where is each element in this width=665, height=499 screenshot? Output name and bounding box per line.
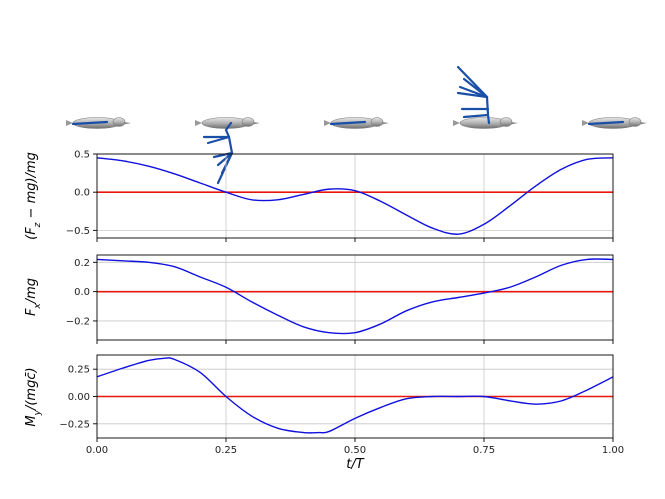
- bird-head: [241, 117, 255, 127]
- y-tick-label: 0.5: [74, 150, 90, 161]
- bird-beak: [511, 122, 518, 125]
- y-tick-label: 0.00: [68, 392, 90, 403]
- bird-beak: [253, 122, 260, 125]
- y-tick-label: 0.2: [74, 258, 90, 269]
- bird-tail: [453, 120, 460, 126]
- y-tick-label: −0.2: [66, 316, 90, 327]
- y-tick-label: −0.5: [66, 226, 90, 237]
- bird-head: [628, 117, 642, 127]
- bird-tail: [582, 120, 589, 126]
- bird-tail: [195, 120, 202, 126]
- bird-head: [370, 117, 384, 127]
- bird-head: [112, 117, 126, 127]
- bird-beak: [640, 122, 647, 125]
- wing-skeleton: [71, 120, 109, 126]
- wing-skeleton: [456, 65, 491, 125]
- pitching-moment-panel: −0.25 0.00 0.25 0.00 0.25 0.50 0.75 1.00 My/(mgc…: [24, 354, 624, 472]
- vertical-force-panel: −0.5 0.0 0.5 (Fz − mg)/mg: [24, 150, 614, 242]
- horizontal-force-panel: −0.2 0.0 0.2 Fx/mg: [24, 254, 614, 344]
- bird-icon-level: [66, 117, 131, 129]
- wing-skeleton: [587, 120, 625, 126]
- y-tick-label: 0.25: [68, 365, 90, 376]
- bird-icon-level: [324, 117, 389, 129]
- bird-icon-up: [453, 65, 518, 129]
- y-axis-label: Fx/mg: [24, 278, 43, 316]
- y-axis-label: My/(mgc̄): [24, 367, 43, 426]
- bird-tail: [324, 120, 331, 126]
- bird-icon-level: [582, 117, 647, 129]
- bird-tail: [66, 120, 73, 126]
- y-tick-label: 0.0: [74, 188, 90, 199]
- y-tick-label: −0.25: [59, 419, 90, 430]
- wing-skeleton: [329, 120, 367, 126]
- bird-beak: [382, 122, 389, 125]
- data-curve: [96, 357, 614, 434]
- x-tick-label: 0.25: [215, 445, 237, 456]
- y-tick-label: 0.0: [74, 287, 90, 298]
- bird-beak: [124, 122, 131, 125]
- wing-skeleton: [202, 121, 234, 185]
- bird-icon-down: [195, 117, 260, 185]
- data-curve: [96, 157, 614, 235]
- x-tick-label: 0.50: [344, 445, 366, 456]
- x-tick-label: 0.75: [473, 445, 495, 456]
- x-axis-label: t/T: [346, 457, 364, 472]
- x-tick-label: 1.00: [602, 445, 624, 456]
- x-tick-label: 0.00: [86, 445, 108, 456]
- bird-illustrations: [66, 65, 647, 185]
- y-axis-label: (Fz − mg)/mg: [24, 152, 43, 240]
- bird-head: [499, 117, 513, 127]
- data-curve: [96, 258, 614, 335]
